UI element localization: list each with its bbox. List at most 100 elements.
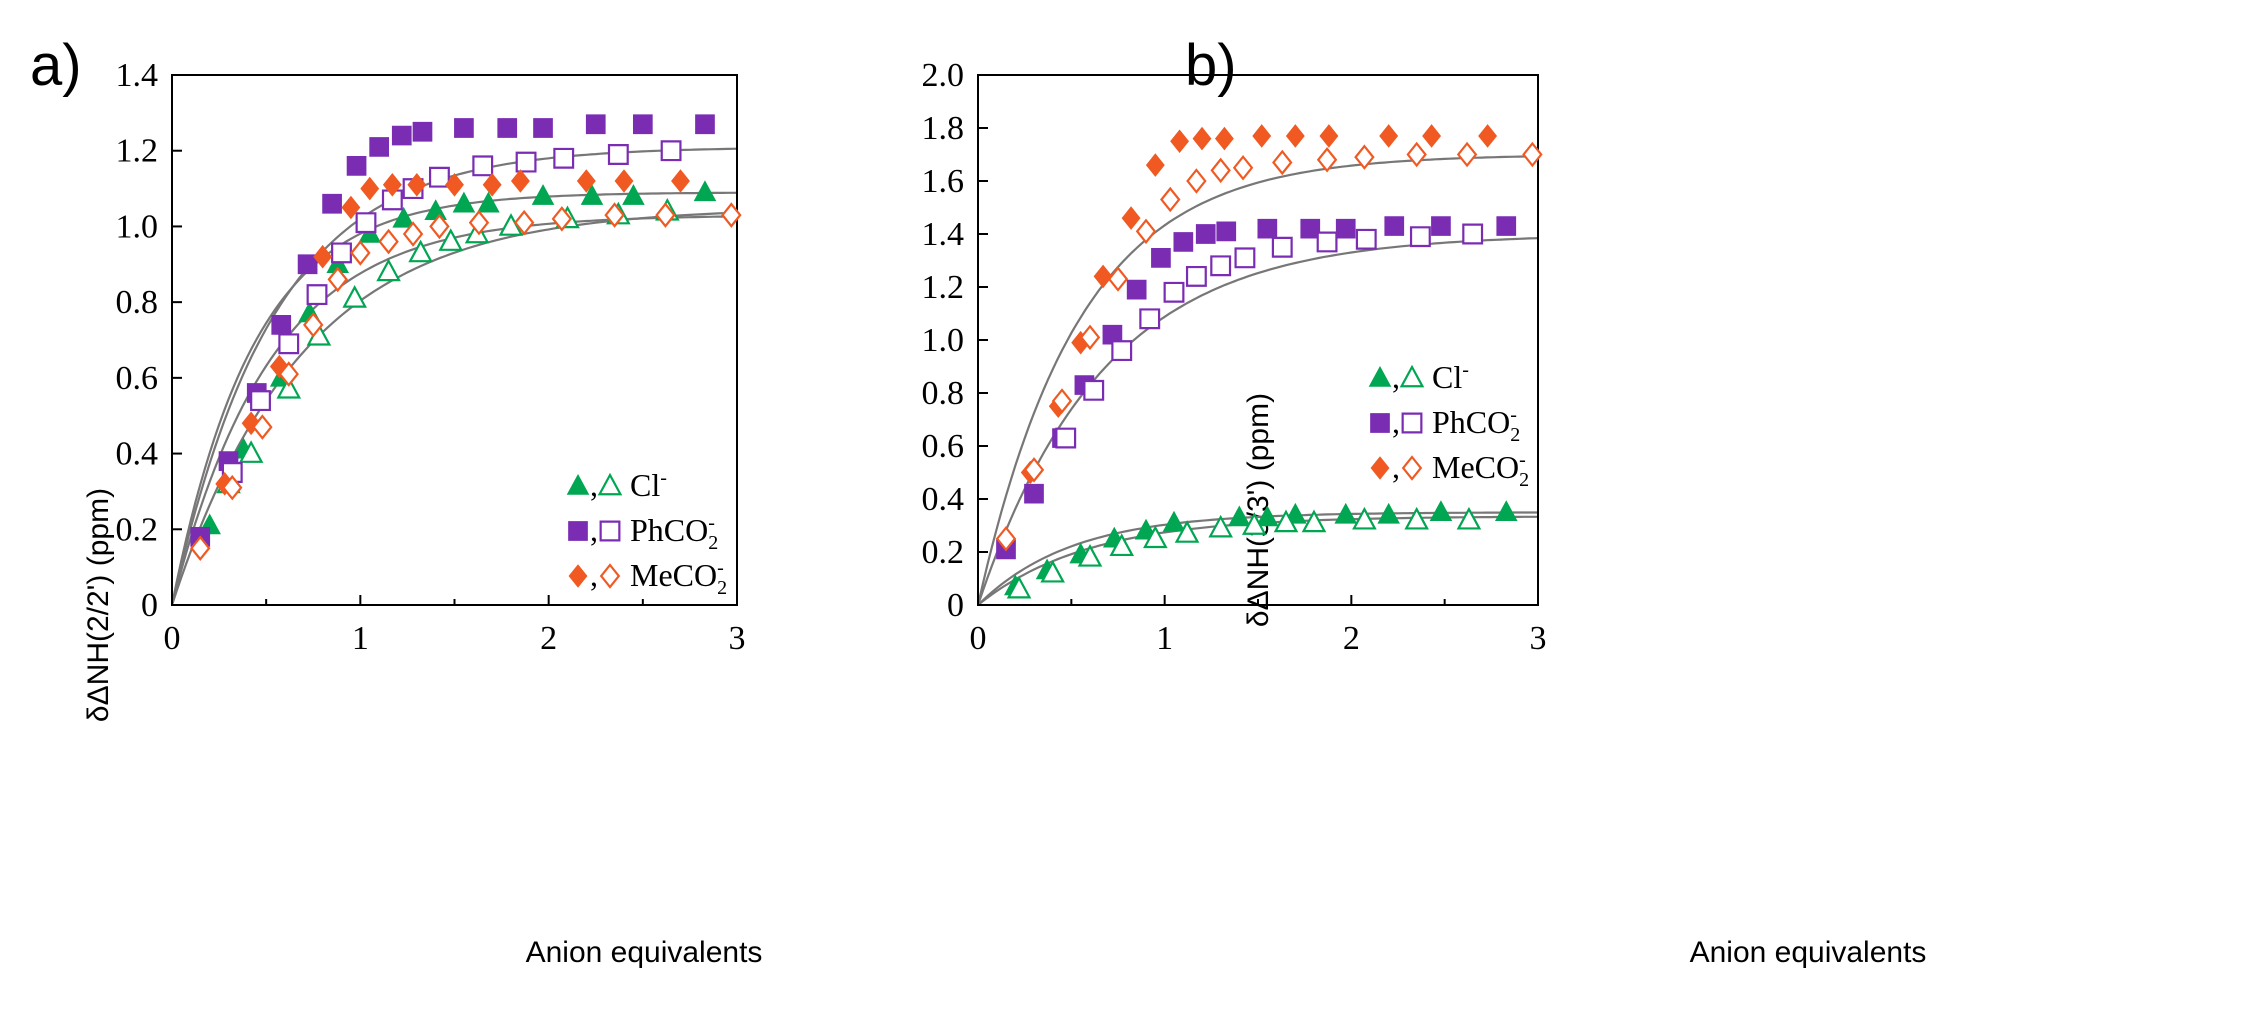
data-point-b-s4-p11 [1319, 124, 1339, 148]
plot-area-b: 0 0.2 0.4 0.6 0.8 1.0 1.2 1.4 1.6 1.8 2.0 0 1 2 3 [922, 57, 1547, 657]
y-tick-label-b-3: 0.6 [922, 428, 965, 465]
legend-label-a-1: PhCO2- [630, 512, 718, 554]
data-point-b-s5-p12 [1354, 144, 1375, 170]
data-point-a-s4-p12 [614, 169, 634, 193]
data-point-a-s5-p0 [190, 535, 211, 561]
data-point-a-s0-p12 [622, 184, 645, 205]
data-point-b-s5-p4 [1107, 266, 1129, 292]
y-tick-label-b-8: 1.6 [922, 163, 965, 200]
data-point-b-s1-p6 [1208, 514, 1233, 538]
legend-marker-filled-b-1 [1370, 413, 1390, 433]
data-point-b-s0-p10 [1377, 502, 1400, 524]
y-tick-label-b-9: 1.8 [922, 110, 965, 147]
legend-comma-b-1: , [1392, 404, 1400, 440]
data-point-b-s0-p9 [1334, 502, 1358, 524]
y-tick-label-a-0: 0 [141, 587, 158, 624]
data-point-a-s5-p6 [350, 240, 371, 266]
data-point-a-s5-p14 [655, 202, 676, 228]
data-point-a-s2-p15 [695, 114, 715, 135]
data-point-a-s5-p15 [721, 202, 742, 228]
data-point-a-s1-p5 [376, 258, 401, 282]
data-point-b-s4-p6 [1170, 129, 1190, 154]
x-tick-label-b-1: 1 [1156, 620, 1173, 657]
data-point-b-s1-p10 [1352, 506, 1377, 530]
data-point-a-s3-p11 [553, 147, 575, 169]
data-point-b-s1-p11 [1404, 506, 1429, 530]
y-tick-label-a-3: 0.6 [116, 360, 159, 397]
data-point-b-s5-p10 [1272, 149, 1293, 176]
data-point-a-s2-p6 [346, 156, 367, 176]
data-point-a-s4-p8 [445, 172, 464, 197]
data-point-b-s2-p9 [1216, 221, 1237, 242]
legend-marker-filled-a-2 [568, 564, 588, 588]
data-point-b-s4-p7 [1192, 126, 1212, 151]
x-tick-label-b-3: 3 [1530, 620, 1547, 657]
data-point-b-s5-p13 [1406, 141, 1427, 168]
legend-label-a-2: MeCO2- [630, 557, 727, 599]
legend-marker-open-a-0 [597, 472, 623, 496]
data-point-b-s2-p5 [1126, 279, 1147, 300]
data-point-a-s2-p9 [412, 121, 433, 142]
data-point-b-s4-p3 [1093, 264, 1113, 289]
data-point-a-s1-p1 [238, 440, 264, 463]
data-point-b-s1-p0 [1006, 575, 1032, 599]
data-point-a-s2-p8 [391, 125, 412, 146]
data-point-b-s1-p4 [1143, 525, 1168, 549]
legend-marker-open-a-1 [599, 520, 621, 542]
data-point-b-s1-p9 [1301, 509, 1327, 533]
data-point-b-s5-p1 [1023, 457, 1045, 483]
chart-panel-b: b) δΔNH(3/3') (ppm) Anion equivalents 00… [922, 33, 1927, 969]
data-point-b-s5-p8 [1210, 157, 1231, 184]
data-point-a-s5-p10 [468, 209, 490, 236]
legend-comma-b-0: , [1392, 359, 1400, 395]
data-point-b-s5-p3 [1079, 324, 1101, 351]
legend-marker-open-b-0 [1399, 364, 1425, 388]
fit-curve-b-3 [976, 155, 1538, 606]
y-tick-label-b-10: 2.0 [922, 57, 965, 94]
data-point-b-s5-p14 [1456, 141, 1478, 168]
legend-marker-open-b-2 [1401, 455, 1423, 481]
data-point-a-s2-p12 [533, 118, 553, 138]
legend-label-b-1: PhCO2- [1432, 404, 1520, 446]
data-point-a-s4-p1 [241, 411, 261, 436]
legend-comma-a-2: , [590, 557, 598, 593]
plot-area-a: 0 0.2 0.4 0.6 0.8 1.0 1.2 1.4 0 1 2 3 [116, 57, 746, 657]
x-tick-label-b-0: 0 [970, 620, 987, 657]
data-point-b-s4-p5 [1145, 153, 1165, 177]
data-point-b-s0-p5 [1162, 510, 1186, 532]
data-point-b-s2-p6 [1151, 248, 1171, 268]
chart-panel-a: a) δΔNH(2/2') (ppm) Anion equivalents 00… [30, 33, 762, 969]
data-point-b-s5-p0 [995, 525, 1017, 552]
legend-b: , Cl-, PhCO2-, MeCO2- [1368, 359, 1529, 491]
data-point-b-s3-p11 [1409, 226, 1431, 248]
data-point-a-s5-p12 [551, 206, 573, 232]
data-point-b-s0-p6 [1228, 505, 1251, 527]
data-point-a-s4-p9 [482, 172, 502, 197]
data-point-a-s3-p4 [331, 242, 352, 264]
fit-curve-b-2 [976, 237, 1539, 606]
x-axis-title-a: Anion equivalents [526, 936, 763, 969]
data-point-a-s5-p4 [303, 312, 324, 338]
data-point-a-s2-p10 [454, 118, 474, 138]
data-point-b-s1-p7 [1241, 512, 1267, 535]
y-axis-title-b: δΔNH(3/3') (ppm) [1242, 393, 1275, 627]
data-point-b-s1-p2 [1077, 543, 1103, 567]
data-point-a-s5-p5 [327, 266, 348, 293]
data-point-b-s5-p5 [1135, 218, 1157, 245]
data-point-a-s0-p10 [531, 184, 555, 205]
legend-label-b-2: MeCO2- [1432, 449, 1529, 491]
y-tick-label-a-1: 0.2 [116, 511, 159, 548]
data-point-a-s3-p1 [250, 390, 271, 412]
data-point-b-s4-p4 [1121, 206, 1141, 230]
data-point-b-s3-p1 [1083, 379, 1105, 401]
data-point-b-s4-p12 [1379, 124, 1399, 148]
data-point-a-s4-p6 [382, 172, 402, 197]
data-point-a-s5-p2 [252, 414, 273, 440]
data-point-b-s1-p3 [1109, 533, 1135, 557]
y-tick-label-a-5: 1.0 [116, 208, 159, 245]
data-point-b-s3-p8 [1271, 236, 1293, 258]
data-point-b-s0-p12 [1494, 500, 1518, 521]
y-tick-label-a-7: 1.4 [116, 57, 159, 94]
data-point-a-s4-p3 [313, 244, 333, 269]
